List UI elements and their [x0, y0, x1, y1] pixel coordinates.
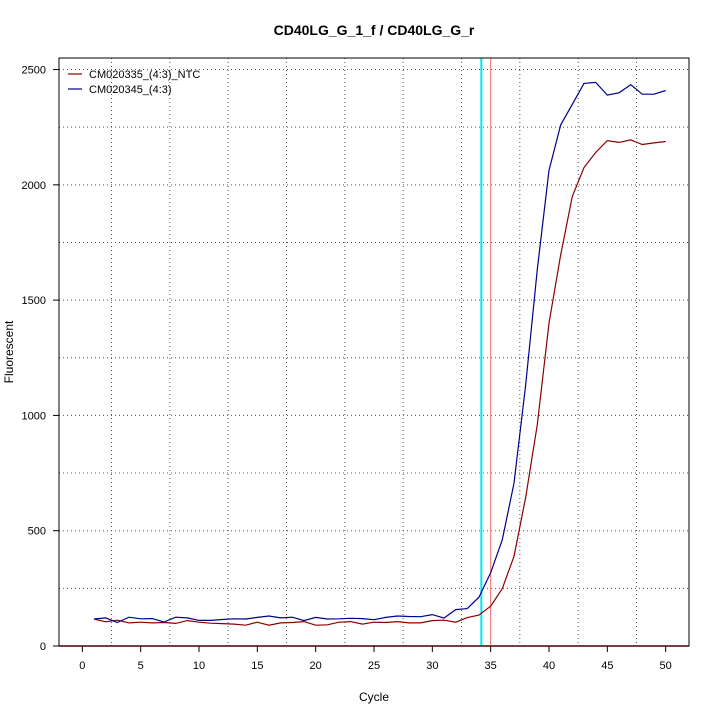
x-tick-label: 5 — [138, 660, 144, 672]
y-tick-label: 1500 — [22, 295, 46, 307]
x-tick-label: 45 — [601, 660, 613, 672]
y-tick-label: 500 — [28, 526, 46, 538]
y-tick-label: 2000 — [22, 180, 46, 192]
legend-entry-label: CM020335_(4:3)_NTC — [89, 69, 200, 81]
grid — [59, 58, 689, 646]
y-tick-label: 1000 — [22, 410, 46, 422]
y-axis-label: Fluorescent — [2, 320, 16, 383]
plot-frame — [58, 57, 690, 647]
x-tick-label: 35 — [485, 660, 497, 672]
y-axis-ticks: 0 500 1000 1500 2000 2500 — [22, 65, 59, 653]
x-tick-label: 40 — [543, 660, 555, 672]
legend-entry-label: CM020345_(4:3) — [89, 84, 172, 96]
threshold-lines — [59, 58, 689, 647]
x-axis-label: Cycle — [359, 690, 389, 704]
legend: CM020335_(4:3)_NTC CM020345_(4:3) — [68, 69, 200, 96]
y-tick-label: 0 — [40, 641, 46, 653]
x-tick-label: 0 — [79, 660, 85, 672]
x-tick-label: 15 — [251, 660, 263, 672]
x-tick-label: 10 — [193, 660, 205, 672]
x-tick-label: 50 — [660, 660, 672, 672]
series-line — [93, 81, 666, 624]
y-tick-label: 2500 — [22, 65, 46, 77]
x-axis-ticks: 0 5 10 15 20 25 30 35 40 45 50 — [79, 646, 672, 672]
x-tick-label: 30 — [426, 660, 438, 672]
series-lines — [93, 81, 666, 626]
chart-title: CD40LG_G_1_f / CD40LG_G_r — [274, 22, 475, 38]
x-tick-label: 20 — [310, 660, 322, 672]
series-line — [93, 139, 666, 626]
x-tick-label: 25 — [368, 660, 380, 672]
